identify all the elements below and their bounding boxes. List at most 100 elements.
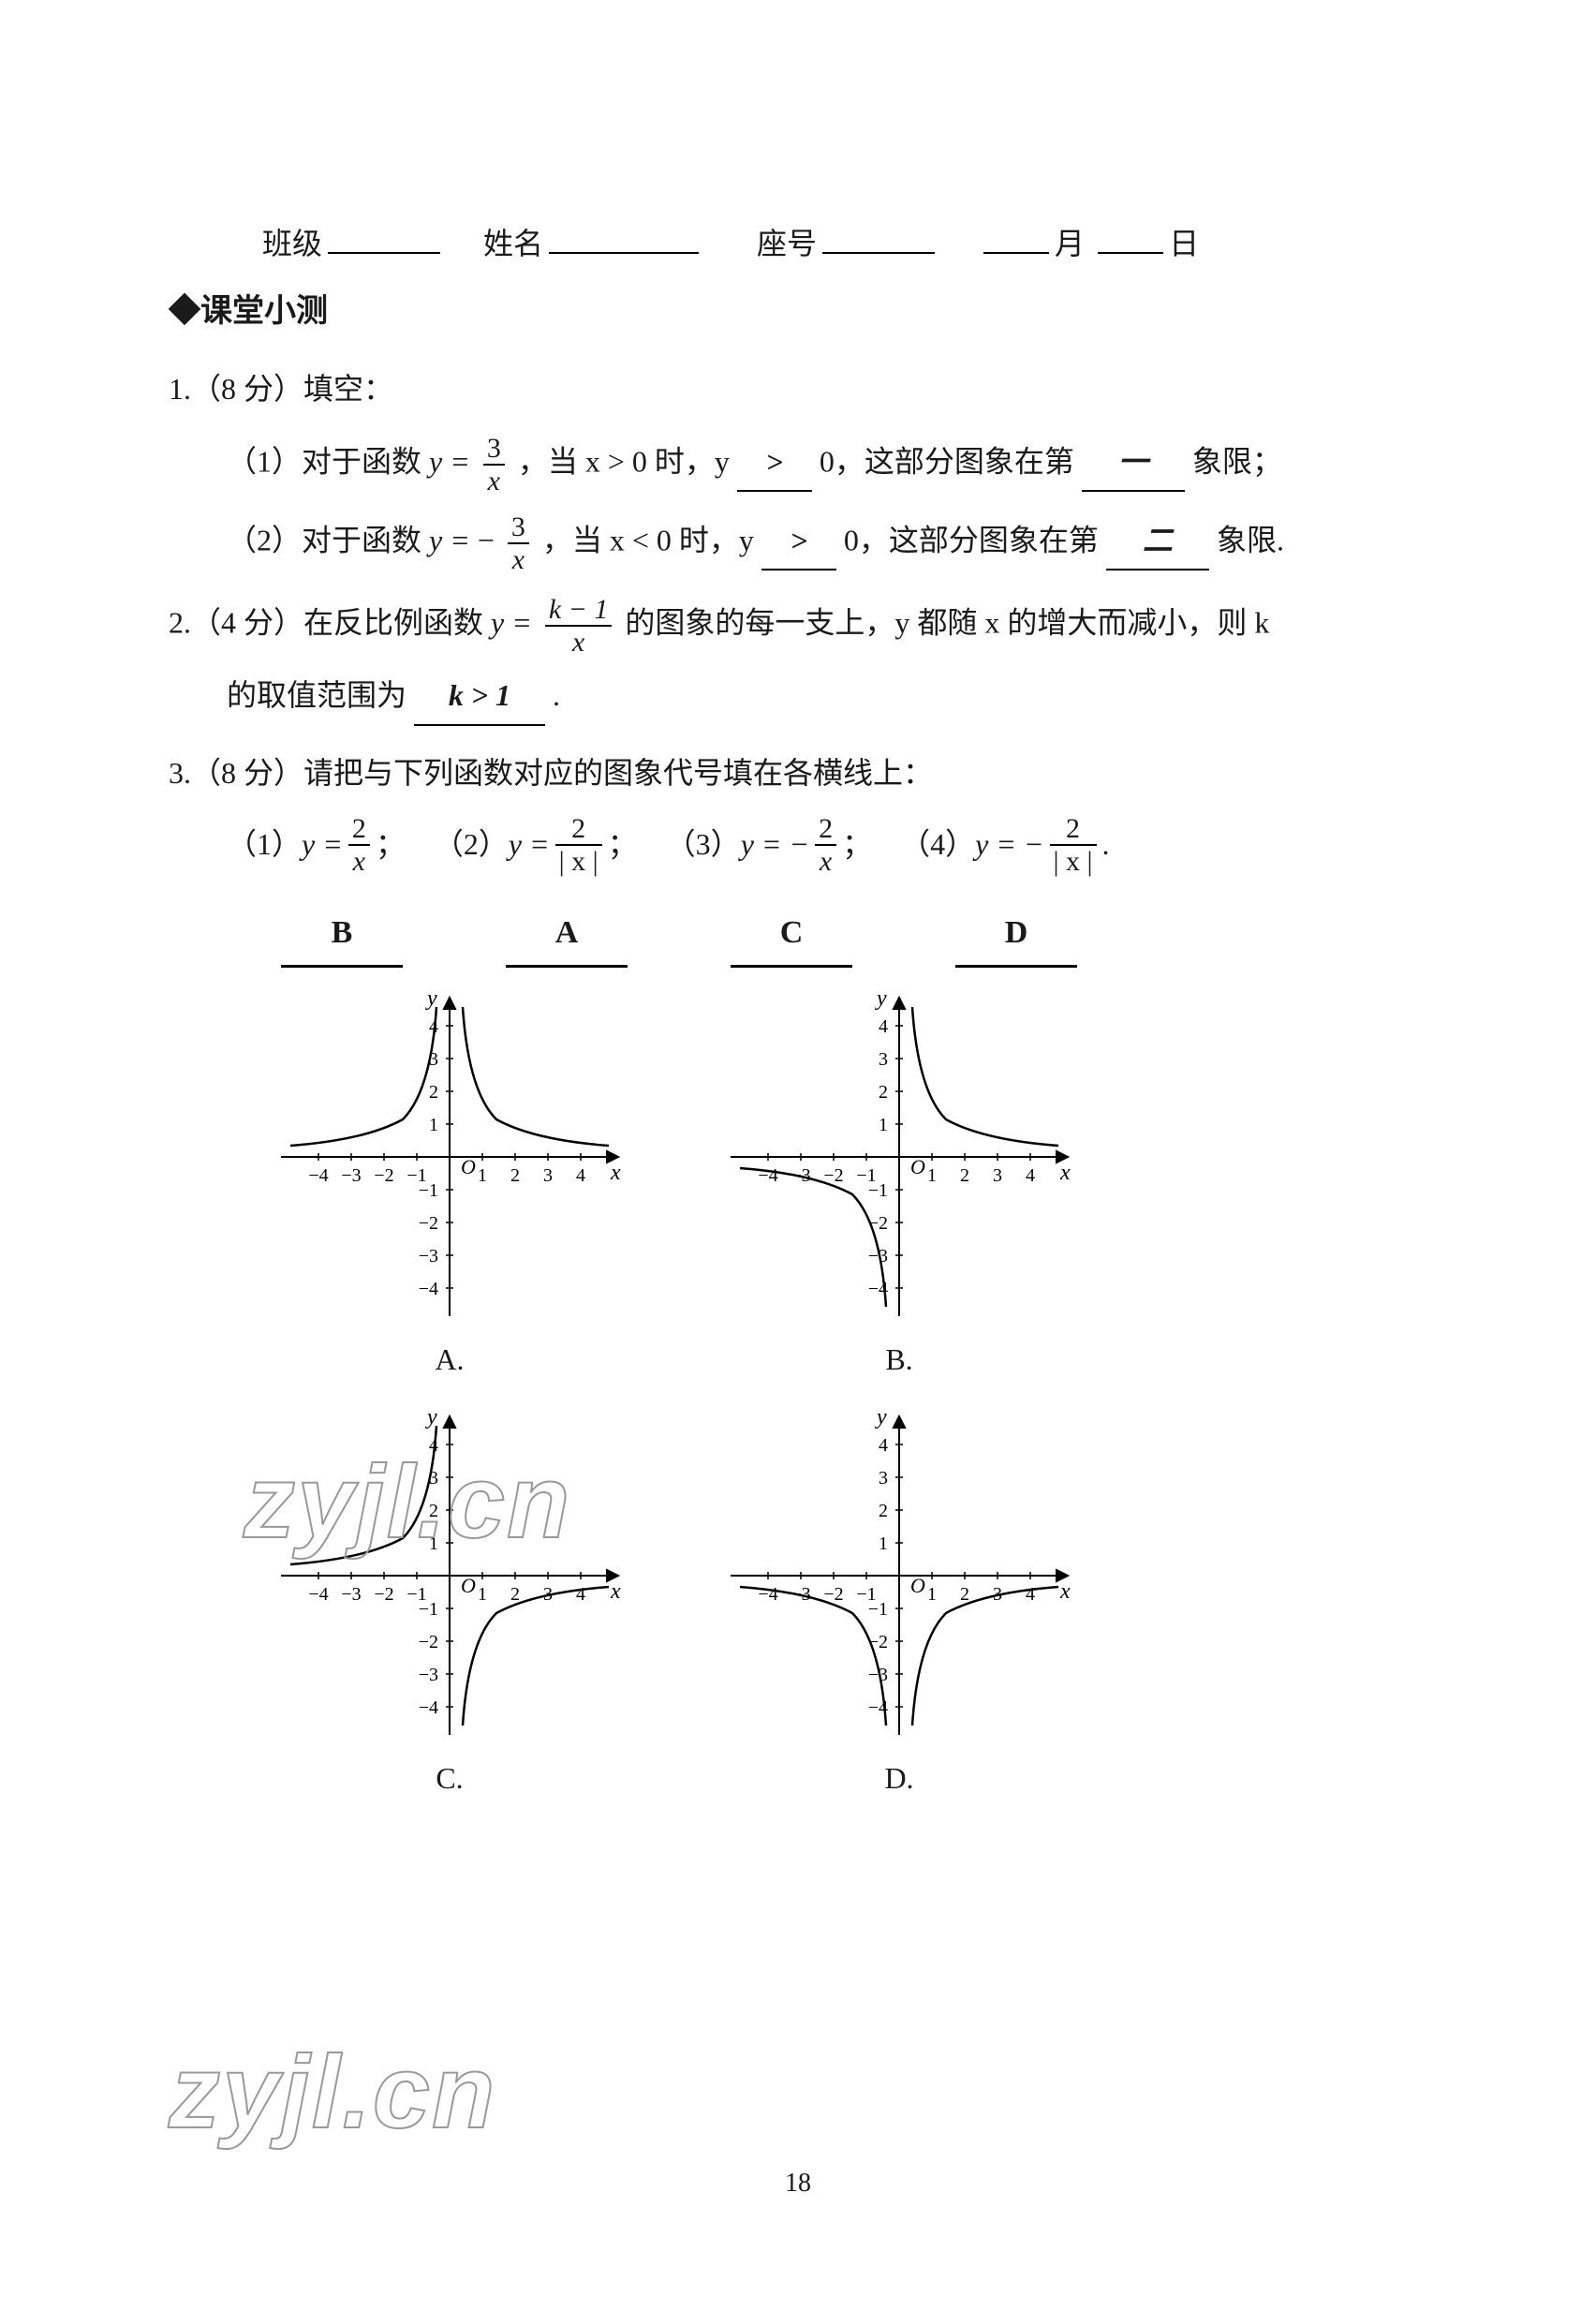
frac-den: x xyxy=(815,846,836,877)
fraction-icon: 2 | x | xyxy=(1050,813,1097,877)
frac-num: 3 xyxy=(483,433,505,466)
svg-text:2: 2 xyxy=(429,1501,438,1521)
svg-text:3: 3 xyxy=(543,1165,553,1186)
svg-text:O: O xyxy=(461,1574,476,1597)
q3-eq-1: （1） y = 2 x ； xyxy=(227,813,406,877)
month-blank[interactable] xyxy=(983,228,1049,254)
q2-prefix: 2.（4 分）在反比例函数 xyxy=(169,606,483,640)
svg-text:2: 2 xyxy=(510,1165,520,1186)
chart-row-1: −4−3−2−11234−4−3−2−11234 O x y A. xyxy=(262,979,1427,1388)
q1p2-a: （2）对于函数 xyxy=(227,524,421,557)
day-blank[interactable] xyxy=(1098,228,1163,254)
fraction-icon: 2 x xyxy=(815,813,836,877)
eq-lhs: y = − xyxy=(975,816,1043,873)
q3-prefix: 3.（8 分）请把与下列函数对应的图象代号填在各横线上： xyxy=(169,745,1427,802)
frac-num: 2 xyxy=(815,813,836,846)
eq-label: （2） xyxy=(434,816,509,873)
chart-D: −4−3−2−11234−4−3−2−11234 O x y D. xyxy=(712,1398,1086,1807)
chart-C: −4−3−2−11234−4−3−2−11234 O x y C. xyxy=(262,1398,637,1807)
svg-text:y: y xyxy=(875,1405,887,1430)
frac-num: k − 1 xyxy=(545,594,613,627)
neg-sign: − xyxy=(478,524,495,557)
question-2: 2.（4 分）在反比例函数 y = k − 1 x 的图象的每一支上，y 都随 … xyxy=(169,594,1427,726)
svg-text:−4: −4 xyxy=(758,1584,777,1605)
seat-label: 座号 xyxy=(757,227,817,260)
q2-line2: 的取值范围为 xyxy=(227,678,406,712)
chart-svg-A: −4−3−2−11234−4−3−2−11234 O x y xyxy=(262,979,637,1335)
eq-label: （1） xyxy=(227,816,302,873)
watermark-icon: zyjl.cn xyxy=(169,2033,496,2152)
frac-num: 3 xyxy=(508,511,529,544)
chart-svg-D: −4−3−2−11234−4−3−2−11234 O x y xyxy=(712,1398,1086,1754)
eq-tail: ； xyxy=(376,816,406,873)
frac-num: 2 xyxy=(348,813,370,846)
class-blank[interactable] xyxy=(328,228,440,254)
answer-blank[interactable]: 一 xyxy=(1082,434,1185,493)
answer-blank[interactable]: > xyxy=(761,512,836,571)
frac-num: 2 xyxy=(1050,813,1097,846)
name-blank[interactable] xyxy=(549,228,699,254)
class-label: 班级 xyxy=(262,227,322,260)
q1p1-a: （1）对于函数 xyxy=(227,445,421,479)
chart-label-D: D. xyxy=(712,1750,1086,1807)
svg-text:2: 2 xyxy=(510,1584,520,1605)
svg-text:−4: −4 xyxy=(308,1165,328,1186)
chart-row-2: −4−3−2−11234−4−3−2−11234 O x y C. xyxy=(262,1398,1427,1807)
svg-text:2: 2 xyxy=(429,1082,438,1103)
answer-blank[interactable]: 二 xyxy=(1106,512,1209,571)
q2-mid: 的图象的每一支上，y 都随 x 的增大而减小，则 k xyxy=(625,606,1269,640)
y-eq: y = xyxy=(429,445,470,479)
section-title: ◆课堂小测 xyxy=(169,282,1427,343)
svg-text:−2: −2 xyxy=(419,1213,438,1234)
svg-text:y: y xyxy=(875,986,887,1011)
svg-text:y: y xyxy=(425,986,437,1011)
q2-line2-wrap: 的取值范围为 k > 1 . xyxy=(227,667,1427,726)
svg-text:3: 3 xyxy=(879,1468,888,1489)
answer-blank[interactable]: C xyxy=(731,903,852,969)
header-row: 班级 姓名 座号 月 日 xyxy=(262,215,1427,273)
answer-blank[interactable]: > xyxy=(737,434,812,493)
chart-svg-C: −4−3−2−11234−4−3−2−11234 O x y xyxy=(262,1398,637,1754)
q1p1-d: 象限； xyxy=(1192,445,1282,479)
svg-text:1: 1 xyxy=(927,1165,937,1186)
svg-text:x: x xyxy=(610,1161,621,1185)
fraction-icon: 3 x xyxy=(483,433,505,496)
chart-A: −4−3−2−11234−4−3−2−11234 O x y A. xyxy=(262,979,637,1388)
eq-label: （4） xyxy=(900,816,975,873)
answer-blank[interactable]: B xyxy=(281,903,403,969)
answer-blank[interactable]: A xyxy=(506,903,628,969)
svg-text:1: 1 xyxy=(927,1584,937,1605)
svg-text:4: 4 xyxy=(1026,1165,1035,1186)
svg-text:4: 4 xyxy=(576,1165,585,1186)
q1-prefix: 1.（8 分）填空： xyxy=(169,361,1427,418)
charts-grid: −4−3−2−11234−4−3−2−11234 O x y A. xyxy=(262,979,1427,1807)
svg-text:−1: −1 xyxy=(419,1180,438,1201)
answer-blank[interactable]: D xyxy=(955,903,1077,969)
svg-text:2: 2 xyxy=(960,1584,969,1605)
chart-label-B: B. xyxy=(712,1331,1086,1388)
svg-text:−1: −1 xyxy=(868,1599,888,1620)
seat-blank[interactable] xyxy=(822,228,935,254)
chart-label-C: C. xyxy=(262,1750,637,1807)
month-label: 月 xyxy=(1055,227,1085,260)
svg-text:4: 4 xyxy=(576,1584,585,1605)
q3-equations: （1） y = 2 x ； （2） y = 2 | x | ； （3） y = xyxy=(227,813,1427,877)
svg-text:−1: −1 xyxy=(419,1599,438,1620)
answer-blank[interactable]: k > 1 xyxy=(414,667,545,726)
eq-tail: ； xyxy=(608,816,638,873)
q3-eq-4: （4） y = − 2 | x | . xyxy=(900,813,1109,877)
svg-text:O: O xyxy=(461,1155,476,1178)
svg-text:−3: −3 xyxy=(341,1165,361,1186)
svg-text:1: 1 xyxy=(478,1584,487,1605)
chart-label-A: A. xyxy=(262,1331,637,1388)
page-number: 18 xyxy=(0,2169,1596,2199)
page-content: 班级 姓名 座号 月 日 ◆课堂小测 1.（8 分）填空： （1）对于函数 y … xyxy=(0,0,1596,1807)
svg-text:−2: −2 xyxy=(419,1632,438,1652)
svg-text:x: x xyxy=(1059,1579,1071,1604)
svg-text:−4: −4 xyxy=(308,1584,328,1605)
svg-text:−4: −4 xyxy=(419,1697,438,1718)
q3-eq-2: （2） y = 2 | x | ； xyxy=(434,813,638,877)
frac-den: x xyxy=(348,846,370,877)
q2-tail: . xyxy=(553,678,560,712)
q3-eq-3: （3） y = − 2 x ； xyxy=(666,813,872,877)
